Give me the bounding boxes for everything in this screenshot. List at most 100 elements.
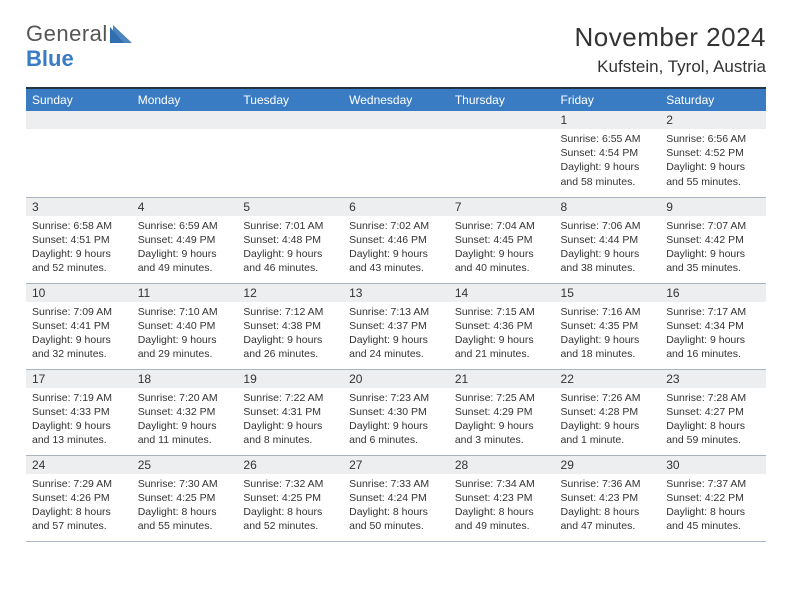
day-number: 17 xyxy=(26,370,132,388)
calendar-head: SundayMondayTuesdayWednesdayThursdayFrid… xyxy=(26,89,766,111)
day-number-empty xyxy=(343,111,449,129)
day-details: Sunrise: 7:10 AMSunset: 4:40 PMDaylight:… xyxy=(132,302,238,366)
day-details: Sunrise: 7:22 AMSunset: 4:31 PMDaylight:… xyxy=(237,388,343,452)
day-details: Sunrise: 7:17 AMSunset: 4:34 PMDaylight:… xyxy=(660,302,766,366)
day-number: 19 xyxy=(237,370,343,388)
day-number: 3 xyxy=(26,198,132,216)
day-number: 21 xyxy=(449,370,555,388)
day-details: Sunrise: 7:02 AMSunset: 4:46 PMDaylight:… xyxy=(343,216,449,280)
calendar-day-cell: 1Sunrise: 6:55 AMSunset: 4:54 PMDaylight… xyxy=(555,111,661,197)
day-number: 12 xyxy=(237,284,343,302)
day-details: Sunrise: 7:26 AMSunset: 4:28 PMDaylight:… xyxy=(555,388,661,452)
calendar-day-cell: 15Sunrise: 7:16 AMSunset: 4:35 PMDayligh… xyxy=(555,283,661,369)
day-number: 7 xyxy=(449,198,555,216)
day-details: Sunrise: 6:59 AMSunset: 4:49 PMDaylight:… xyxy=(132,216,238,280)
logo-text: General Blue xyxy=(26,22,132,70)
calendar-week-row: 3Sunrise: 6:58 AMSunset: 4:51 PMDaylight… xyxy=(26,197,766,283)
calendar-day-cell: 13Sunrise: 7:13 AMSunset: 4:37 PMDayligh… xyxy=(343,283,449,369)
day-details: Sunrise: 7:29 AMSunset: 4:26 PMDaylight:… xyxy=(26,474,132,538)
day-number: 29 xyxy=(555,456,661,474)
weekday-header: Monday xyxy=(132,89,238,111)
calendar-day-cell: 19Sunrise: 7:22 AMSunset: 4:31 PMDayligh… xyxy=(237,369,343,455)
day-number: 4 xyxy=(132,198,238,216)
calendar-body: 1Sunrise: 6:55 AMSunset: 4:54 PMDaylight… xyxy=(26,111,766,541)
calendar-day-cell: 7Sunrise: 7:04 AMSunset: 4:45 PMDaylight… xyxy=(449,197,555,283)
day-number: 14 xyxy=(449,284,555,302)
day-number: 13 xyxy=(343,284,449,302)
day-number: 27 xyxy=(343,456,449,474)
day-details: Sunrise: 7:36 AMSunset: 4:23 PMDaylight:… xyxy=(555,474,661,538)
day-number-empty xyxy=(237,111,343,129)
day-number: 6 xyxy=(343,198,449,216)
day-details: Sunrise: 7:23 AMSunset: 4:30 PMDaylight:… xyxy=(343,388,449,452)
calendar-day-cell: 23Sunrise: 7:28 AMSunset: 4:27 PMDayligh… xyxy=(660,369,766,455)
day-details: Sunrise: 7:37 AMSunset: 4:22 PMDaylight:… xyxy=(660,474,766,538)
logo-word-blue: Blue xyxy=(26,46,74,71)
logo-word-general: General xyxy=(26,21,108,46)
day-details: Sunrise: 7:07 AMSunset: 4:42 PMDaylight:… xyxy=(660,216,766,280)
month-title: November 2024 xyxy=(575,22,767,53)
day-number: 18 xyxy=(132,370,238,388)
day-number: 1 xyxy=(555,111,661,129)
calendar-day-cell xyxy=(26,111,132,197)
calendar-day-cell: 9Sunrise: 7:07 AMSunset: 4:42 PMDaylight… xyxy=(660,197,766,283)
calendar-day-cell: 10Sunrise: 7:09 AMSunset: 4:41 PMDayligh… xyxy=(26,283,132,369)
day-number: 16 xyxy=(660,284,766,302)
location-subtitle: Kufstein, Tyrol, Austria xyxy=(575,57,767,77)
day-details: Sunrise: 7:15 AMSunset: 4:36 PMDaylight:… xyxy=(449,302,555,366)
day-details: Sunrise: 7:13 AMSunset: 4:37 PMDaylight:… xyxy=(343,302,449,366)
calendar-day-cell: 16Sunrise: 7:17 AMSunset: 4:34 PMDayligh… xyxy=(660,283,766,369)
calendar-day-cell xyxy=(343,111,449,197)
calendar-day-cell: 2Sunrise: 6:56 AMSunset: 4:52 PMDaylight… xyxy=(660,111,766,197)
calendar-day-cell: 27Sunrise: 7:33 AMSunset: 4:24 PMDayligh… xyxy=(343,455,449,541)
day-number: 20 xyxy=(343,370,449,388)
calendar-day-cell: 30Sunrise: 7:37 AMSunset: 4:22 PMDayligh… xyxy=(660,455,766,541)
day-number: 23 xyxy=(660,370,766,388)
day-number: 22 xyxy=(555,370,661,388)
calendar-page: General Blue November 2024 Kufstein, Tyr… xyxy=(0,0,792,542)
calendar-day-cell xyxy=(237,111,343,197)
day-number: 26 xyxy=(237,456,343,474)
day-details: Sunrise: 7:25 AMSunset: 4:29 PMDaylight:… xyxy=(449,388,555,452)
day-number-empty xyxy=(132,111,238,129)
day-details: Sunrise: 7:20 AMSunset: 4:32 PMDaylight:… xyxy=(132,388,238,452)
day-details: Sunrise: 7:16 AMSunset: 4:35 PMDaylight:… xyxy=(555,302,661,366)
calendar-day-cell: 17Sunrise: 7:19 AMSunset: 4:33 PMDayligh… xyxy=(26,369,132,455)
day-details: Sunrise: 6:56 AMSunset: 4:52 PMDaylight:… xyxy=(660,129,766,193)
weekday-header: Wednesday xyxy=(343,89,449,111)
calendar-day-cell xyxy=(449,111,555,197)
calendar-day-cell: 5Sunrise: 7:01 AMSunset: 4:48 PMDaylight… xyxy=(237,197,343,283)
day-details: Sunrise: 7:12 AMSunset: 4:38 PMDaylight:… xyxy=(237,302,343,366)
day-details: Sunrise: 7:33 AMSunset: 4:24 PMDaylight:… xyxy=(343,474,449,538)
title-block: November 2024 Kufstein, Tyrol, Austria xyxy=(575,22,767,77)
calendar-day-cell: 26Sunrise: 7:32 AMSunset: 4:25 PMDayligh… xyxy=(237,455,343,541)
calendar-day-cell: 24Sunrise: 7:29 AMSunset: 4:26 PMDayligh… xyxy=(26,455,132,541)
day-number: 10 xyxy=(26,284,132,302)
calendar-day-cell xyxy=(132,111,238,197)
calendar-day-cell: 29Sunrise: 7:36 AMSunset: 4:23 PMDayligh… xyxy=(555,455,661,541)
calendar-week-row: 1Sunrise: 6:55 AMSunset: 4:54 PMDaylight… xyxy=(26,111,766,197)
day-details: Sunrise: 7:28 AMSunset: 4:27 PMDaylight:… xyxy=(660,388,766,452)
day-number: 11 xyxy=(132,284,238,302)
weekday-row: SundayMondayTuesdayWednesdayThursdayFrid… xyxy=(26,89,766,111)
brand-logo: General Blue xyxy=(26,22,132,70)
day-details: Sunrise: 7:32 AMSunset: 4:25 PMDaylight:… xyxy=(237,474,343,538)
day-number-empty xyxy=(26,111,132,129)
day-details: Sunrise: 6:55 AMSunset: 4:54 PMDaylight:… xyxy=(555,129,661,193)
calendar-day-cell: 28Sunrise: 7:34 AMSunset: 4:23 PMDayligh… xyxy=(449,455,555,541)
day-details: Sunrise: 7:01 AMSunset: 4:48 PMDaylight:… xyxy=(237,216,343,280)
day-number-empty xyxy=(449,111,555,129)
calendar-day-cell: 4Sunrise: 6:59 AMSunset: 4:49 PMDaylight… xyxy=(132,197,238,283)
calendar-day-cell: 14Sunrise: 7:15 AMSunset: 4:36 PMDayligh… xyxy=(449,283,555,369)
weekday-header: Sunday xyxy=(26,89,132,111)
calendar-day-cell: 11Sunrise: 7:10 AMSunset: 4:40 PMDayligh… xyxy=(132,283,238,369)
calendar-table: SundayMondayTuesdayWednesdayThursdayFrid… xyxy=(26,89,766,542)
weekday-header: Friday xyxy=(555,89,661,111)
day-number: 25 xyxy=(132,456,238,474)
calendar-day-cell: 8Sunrise: 7:06 AMSunset: 4:44 PMDaylight… xyxy=(555,197,661,283)
sail-icon xyxy=(110,24,132,47)
day-number: 15 xyxy=(555,284,661,302)
day-details: Sunrise: 7:09 AMSunset: 4:41 PMDaylight:… xyxy=(26,302,132,366)
calendar-day-cell: 22Sunrise: 7:26 AMSunset: 4:28 PMDayligh… xyxy=(555,369,661,455)
calendar-week-row: 17Sunrise: 7:19 AMSunset: 4:33 PMDayligh… xyxy=(26,369,766,455)
